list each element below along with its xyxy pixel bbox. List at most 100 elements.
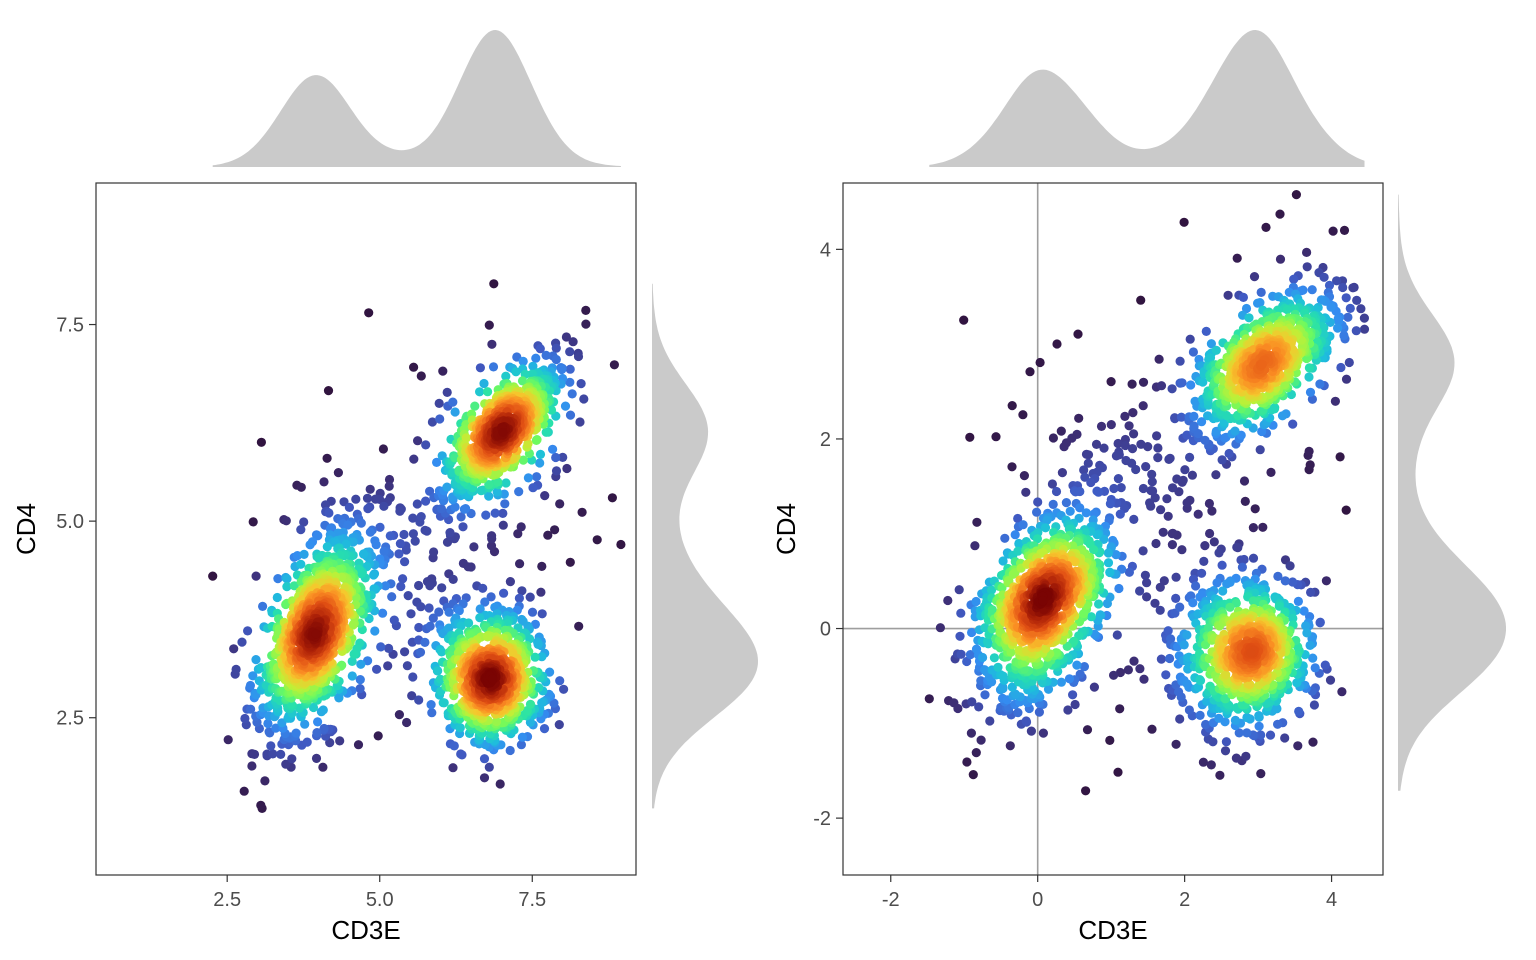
scatter-point — [609, 360, 620, 370]
scatter-point — [1288, 577, 1298, 587]
scatter-point — [1234, 728, 1244, 738]
scatter-point — [1254, 721, 1264, 731]
scatter-point — [372, 664, 382, 674]
scatter-point — [375, 522, 385, 532]
scatter-point — [1033, 497, 1043, 507]
scatter-point — [1151, 538, 1161, 549]
scatter-point — [577, 507, 587, 517]
scatter-point — [1068, 690, 1078, 700]
scatter-point — [1182, 430, 1192, 440]
scatter-point — [1345, 303, 1355, 313]
scatter-point — [256, 800, 266, 810]
scatter-point — [1195, 710, 1205, 721]
scatter-point — [251, 655, 261, 665]
scatter-point — [1302, 628, 1312, 638]
scatter-point — [551, 343, 561, 353]
scatter-point — [1250, 504, 1260, 514]
scatter-point — [980, 623, 990, 633]
scatter-point — [1232, 253, 1242, 263]
scatter-point — [475, 613, 485, 623]
scatter-point — [1339, 225, 1350, 235]
scatter-point — [480, 597, 490, 607]
scatter-point — [1188, 347, 1198, 357]
scatter-point — [1113, 474, 1123, 484]
scatter-point — [475, 604, 485, 614]
left-panel: 2.5 5.0 7.5 2.55.07.5 CD3E CD4 — [11, 30, 758, 945]
scatter-point — [543, 530, 553, 540]
scatter-point — [517, 376, 528, 386]
scatter-point — [1202, 696, 1212, 707]
scatter-point — [1111, 550, 1121, 560]
scatter-point — [555, 676, 565, 686]
scatter-point — [433, 666, 443, 676]
scatter-point — [409, 362, 419, 372]
scatter-point — [1326, 302, 1336, 312]
scatter-point — [537, 609, 547, 619]
scatter-point — [488, 362, 499, 372]
scatter-point — [555, 499, 565, 509]
scatter-point — [1083, 450, 1094, 460]
scatter-point — [1175, 602, 1185, 612]
scatter-point — [515, 559, 525, 569]
scatter-point — [448, 763, 458, 773]
scatter-point — [1086, 477, 1096, 488]
scatter-point — [1348, 283, 1358, 293]
scatter-point — [1217, 560, 1227, 570]
scatter-point — [256, 437, 266, 447]
scatter-point — [363, 656, 373, 666]
scatter-point — [1070, 699, 1080, 710]
scatter-point — [1177, 545, 1187, 555]
scatter-point — [1308, 737, 1318, 747]
scatter-point — [400, 647, 410, 657]
scatter-point — [296, 482, 306, 492]
scatter-point — [499, 588, 509, 598]
scatter-point — [414, 580, 424, 591]
scatter-point — [1246, 648, 1256, 658]
scatter-point — [1082, 725, 1093, 735]
scatter-point — [403, 591, 413, 601]
scatter-point — [1179, 217, 1189, 227]
scatter-point — [319, 477, 329, 487]
scatter-point — [461, 433, 471, 443]
scatter-point — [1230, 426, 1240, 436]
scatter-point — [1255, 298, 1265, 308]
scatter-point — [1339, 330, 1349, 341]
scatter-point — [1280, 576, 1290, 586]
scatter-point — [454, 606, 464, 616]
scatter-point — [365, 484, 375, 494]
scatter-point — [1146, 486, 1156, 496]
scatter-point — [425, 581, 435, 591]
scatter-point — [1359, 324, 1370, 334]
scatter-point — [1184, 705, 1194, 715]
scatter-point — [1081, 786, 1091, 796]
scatter-point — [435, 674, 445, 684]
scatter-point — [1198, 377, 1208, 387]
scatter-point — [410, 536, 420, 546]
scatter-point — [541, 427, 551, 437]
scatter-point — [384, 643, 394, 654]
scatter-point — [575, 417, 585, 427]
left-plot-border — [95, 182, 637, 876]
scatter-point — [438, 366, 448, 376]
scatter-point — [483, 632, 493, 642]
scatter-point — [1158, 527, 1168, 537]
scatter-point — [420, 637, 430, 648]
scatter-point — [237, 637, 247, 647]
scatter-point — [1019, 471, 1029, 481]
scatter-point — [1224, 448, 1234, 459]
scatter-point — [486, 541, 497, 551]
scatter-point — [484, 762, 494, 772]
scatter-point — [258, 601, 268, 612]
scatter-point — [1197, 417, 1207, 427]
scatter-point — [1123, 665, 1133, 675]
scatter-point — [1057, 468, 1067, 478]
left-y-axis-ticks: 2.55.07.5 — [56, 315, 96, 730]
scatter-point — [1177, 378, 1187, 388]
scatter-point — [1013, 513, 1023, 524]
scatter-point — [436, 504, 446, 514]
scatter-point — [501, 371, 511, 381]
scatter-point — [484, 320, 494, 330]
scatter-point — [1074, 413, 1084, 423]
scatter-point — [998, 671, 1008, 681]
scatter-point — [379, 546, 389, 557]
